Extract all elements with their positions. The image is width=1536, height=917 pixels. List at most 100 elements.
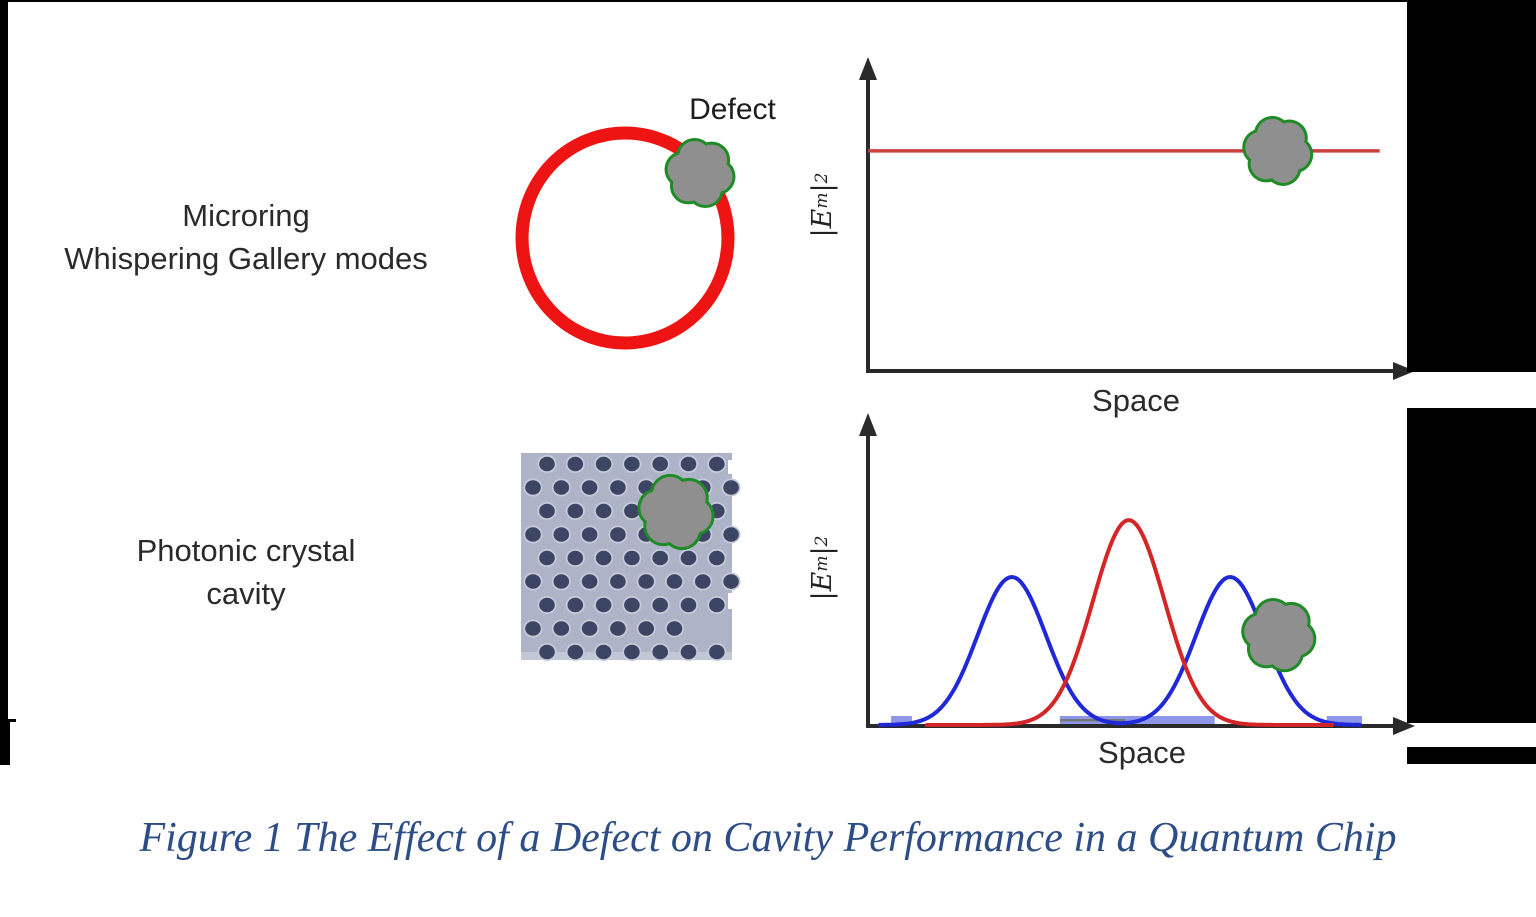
microring-label: Microring Whispering Gallery modes <box>20 194 472 280</box>
crystal-hole <box>595 503 612 519</box>
waveguide-baseline-segment <box>891 716 912 724</box>
crop-artifact-left-tick <box>0 719 16 722</box>
ylabel-barE: |E <box>806 571 838 601</box>
crystal-hole <box>610 480 626 495</box>
crystal-hole <box>525 574 541 589</box>
crystal-hole <box>595 456 612 472</box>
crystal-hole <box>610 574 626 589</box>
crystal-hole <box>709 644 725 660</box>
plot1-x-arrow <box>1393 362 1415 380</box>
crystal-notch <box>728 593 734 609</box>
crystal-hole <box>567 456 584 472</box>
crystal-hole <box>581 574 598 589</box>
crop-artifact-right-bar <box>1407 747 1536 764</box>
crystal-hole <box>567 644 584 660</box>
crystal-hole <box>553 621 570 636</box>
microring <box>515 126 735 350</box>
crystal-hole <box>553 574 570 589</box>
crystal-hole <box>525 621 541 636</box>
photonic-label-line2: cavity <box>206 576 286 611</box>
localized-red-mode <box>924 518 1334 727</box>
microring-label-line1: Microring <box>182 198 310 233</box>
ylabel-sup: 2 <box>812 535 832 547</box>
ylabel-sub: m <box>812 192 832 209</box>
plot2-x-arrow <box>1393 717 1415 735</box>
crystal-hole <box>680 597 697 613</box>
microring-defect-blob <box>664 137 736 209</box>
crystal-edge-artifact <box>1060 719 1125 722</box>
crystal-hole <box>581 480 598 495</box>
crystal-hole <box>723 480 739 495</box>
crystal-hole <box>567 597 584 613</box>
crystal-hole <box>539 597 555 613</box>
ylabel-sup: 2 <box>812 172 832 184</box>
crystal-hole <box>666 574 683 589</box>
plot2-ylabel: |E m | 2 <box>802 488 842 648</box>
crystal-hole <box>652 644 668 660</box>
crystal-hole <box>525 527 541 542</box>
crystal-hole <box>539 503 555 519</box>
crop-artifact-left-bar <box>0 0 8 720</box>
crystal-hole <box>709 597 725 613</box>
crystal-hole <box>539 456 555 472</box>
ylabel-bar: | <box>806 183 838 193</box>
crystal-hole <box>624 503 640 519</box>
plot1-ylabel: |E m | 2 <box>802 125 842 285</box>
crystal-hole <box>553 480 570 495</box>
crystal-hole <box>709 456 725 472</box>
waveguide-baseline-segment <box>1326 716 1362 724</box>
crystal-hole <box>610 527 626 542</box>
localized-blue-modes <box>877 574 1362 727</box>
crystal-hole <box>595 644 612 660</box>
crystal-hole <box>652 456 668 472</box>
plot2-y-arrow <box>859 413 877 436</box>
photonic-label-line1: Photonic crystal <box>136 533 356 568</box>
crop-artifact-top-line <box>0 0 1407 2</box>
crystal-hole <box>680 456 697 472</box>
crystal-hole <box>624 456 640 472</box>
crystal-hole <box>595 597 612 613</box>
crystal-hole <box>539 550 555 566</box>
crystal-hole <box>638 621 654 636</box>
crop-artifact-right-block-bottom <box>1407 408 1536 723</box>
plot2-axes <box>859 413 1415 735</box>
crystal-defect-blob <box>637 473 715 551</box>
ylabel-barE: |E <box>806 208 838 238</box>
plot2-xlabel: Space <box>1098 735 1186 770</box>
crystal-hole <box>567 550 584 566</box>
crystal-hole <box>723 527 739 542</box>
crystal-hole <box>666 621 683 636</box>
photonic-crystal <box>521 453 741 661</box>
defect-blobs <box>637 115 1317 673</box>
crystal-hole <box>652 597 668 613</box>
crystal-hole <box>624 550 640 566</box>
plot1-axes <box>859 57 1415 380</box>
defect-label: Defect <box>689 93 776 126</box>
crop-artifact-left-stub <box>0 722 10 765</box>
crystal-hole <box>709 550 725 566</box>
plot1-defect-blob <box>1242 115 1314 186</box>
crystal-hole <box>610 621 626 636</box>
crystal-hole <box>680 550 697 566</box>
crop-artifact-right-block-top <box>1407 0 1536 372</box>
figure-caption: Figure 1 The Effect of a Defect on Cavit… <box>139 815 1397 861</box>
plot2-defect-blob <box>1241 598 1317 673</box>
ylabel-bar: | <box>806 546 838 556</box>
plot1-y-arrow <box>859 57 877 80</box>
ylabel-sub: m <box>812 555 832 572</box>
crystal-hole <box>581 621 598 636</box>
crystal-hole <box>652 550 668 566</box>
crystal-hole <box>553 527 570 542</box>
crystal-hole <box>567 503 584 519</box>
crystal-hole <box>624 597 640 613</box>
photonic-crystal-label: Photonic crystal cavity <box>20 529 472 615</box>
crystal-hole <box>680 644 697 660</box>
plot1-xlabel: Space <box>1092 383 1180 418</box>
crystal-hole <box>595 550 612 566</box>
crystal-hole <box>539 644 555 660</box>
microring-label-line2: Whispering Gallery modes <box>64 241 428 276</box>
crystal-hole <box>638 574 654 589</box>
crystal-hole <box>723 574 739 589</box>
